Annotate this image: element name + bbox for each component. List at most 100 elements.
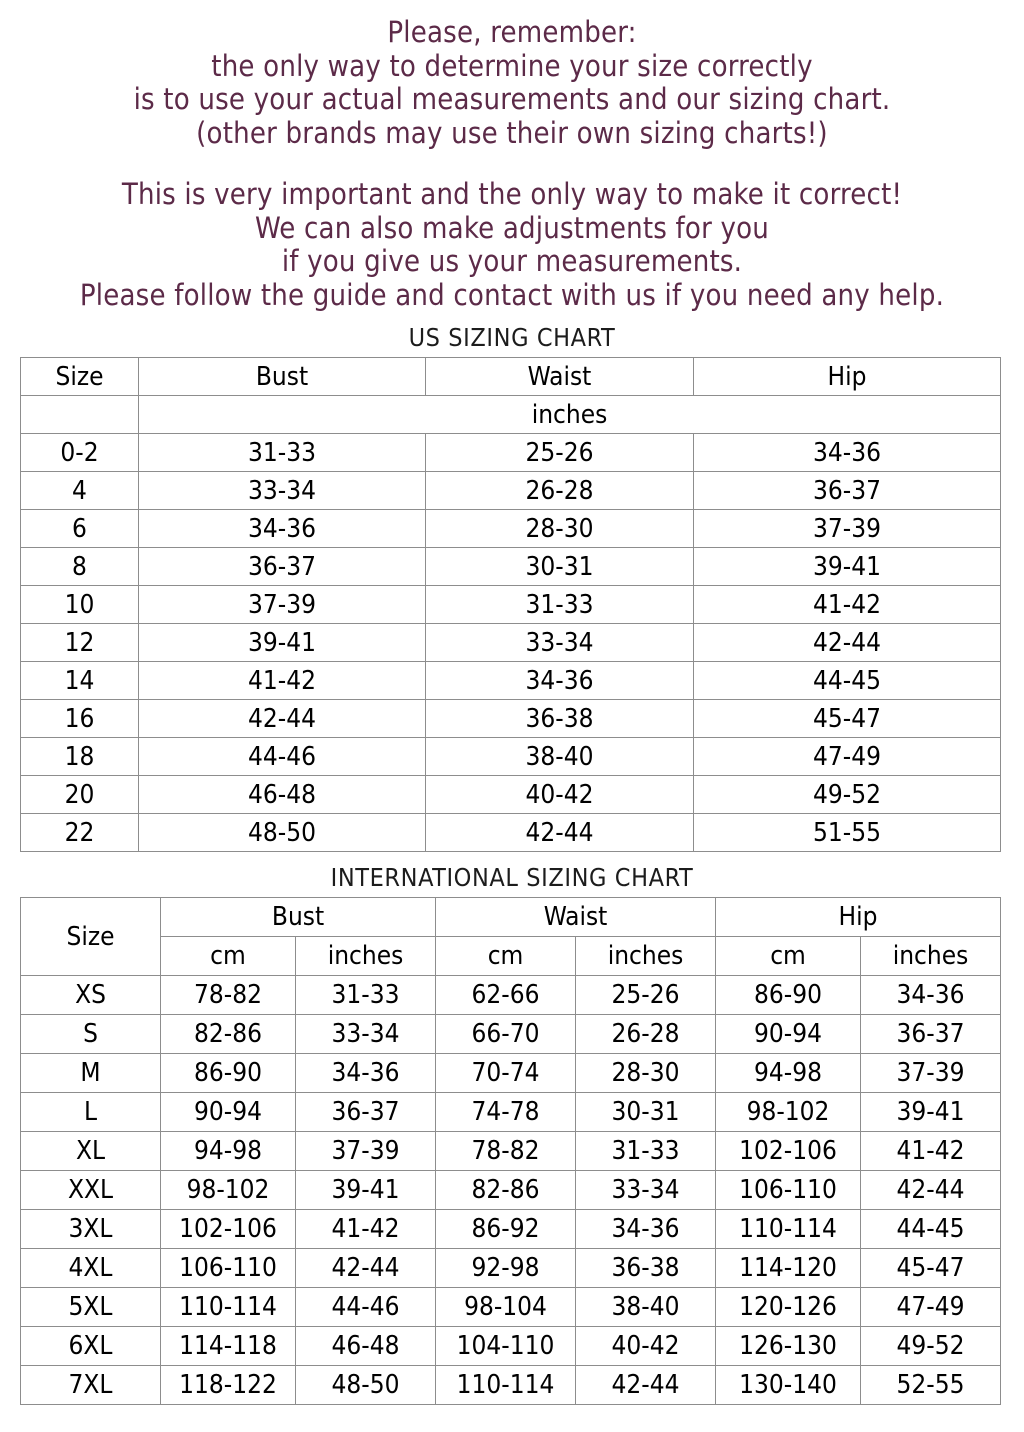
- notice-paragraph-1: Please, remember: the only way to determ…: [0, 15, 1024, 150]
- us-cell-hip: 47-49: [693, 737, 1001, 776]
- notice-block: Please, remember: the only way to determ…: [0, 0, 1024, 312]
- notice-line: We can also make adjustments for you: [254, 210, 770, 245]
- intl-cell-size: XS: [20, 975, 161, 1015]
- intl-cell-bust-inches: 48-50: [294, 1365, 437, 1405]
- intl-cell-hip-inches: 45-47: [860, 1248, 1002, 1288]
- intl-cell-hip-inches: 39-41: [860, 1092, 1002, 1132]
- us-header-row: Size Bust Waist Hip: [20, 357, 1001, 396]
- us-cell-waist: 42-44: [425, 813, 694, 852]
- intl-cell-waist-cm: 86-92: [435, 1209, 577, 1249]
- us-cell-hip: 41-42: [693, 585, 1001, 624]
- intl-col-size: Size: [20, 897, 161, 976]
- us-cell-size: 20: [20, 775, 139, 814]
- intl-cell-waist-cm: 66-70: [435, 1014, 577, 1054]
- us-cell-hip: 51-55: [693, 813, 1001, 852]
- intl-col-hip: Hip: [715, 897, 1002, 937]
- intl-cell-size: XL: [20, 1131, 161, 1171]
- intl-cell-bust-inches: 36-37: [294, 1092, 437, 1132]
- intl-cell-waist-inches: 26-28: [575, 1014, 717, 1054]
- intl-cell-hip-inches: 44-45: [860, 1209, 1002, 1249]
- intl-cell-waist-inches: 38-40: [575, 1287, 717, 1327]
- intl-cell-bust-cm: 94-98: [160, 1131, 296, 1171]
- intl-cell-bust-cm: 118-122: [160, 1365, 296, 1405]
- us-col-bust: Bust: [138, 357, 426, 396]
- intl-cell-hip-inches: 34-36: [860, 975, 1002, 1015]
- us-table-body: 0-2 31-33 25-26 34-36 4 33-34 26-28 36-37 6 34-36…: [20, 433, 1001, 852]
- us-unit-blank: [20, 395, 139, 434]
- us-cell-bust: 41-42: [138, 661, 426, 700]
- intl-cell-bust-cm: 114-118: [160, 1326, 296, 1366]
- notice-line: is to use your actual measurements and o…: [133, 82, 891, 116]
- us-cell-hip: 44-45: [693, 661, 1001, 700]
- intl-cell-hip-cm: 98-102: [715, 1092, 862, 1132]
- us-cell-bust: 46-48: [138, 775, 426, 814]
- intl-cell-hip-inches: 42-44: [860, 1170, 1002, 1210]
- intl-subheader-row: cm inches cm inches cm inches: [21, 936, 1002, 976]
- intl-subcol-waist-cm: cm: [435, 936, 577, 976]
- us-cell-size: 14: [20, 661, 139, 700]
- intl-cell-hip-cm: 114-120: [715, 1248, 862, 1288]
- us-cell-bust: 33-34: [138, 471, 426, 510]
- intl-cell-waist-inches: 36-38: [575, 1248, 717, 1288]
- us-col-hip: Hip: [693, 357, 1001, 396]
- intl-cell-bust-cm: 78-82: [160, 975, 296, 1015]
- us-cell-hip: 34-36: [693, 433, 1001, 472]
- intl-subcol-waist-inches: inches: [575, 936, 717, 976]
- intl-subcol-hip-cm: cm: [715, 936, 862, 976]
- intl-cell-bust-inches: 41-42: [294, 1209, 437, 1249]
- notice-line: (other brands may use their own sizing c…: [196, 115, 828, 150]
- us-col-waist: Waist: [425, 357, 694, 396]
- us-cell-waist: 36-38: [425, 699, 694, 738]
- us-cell-bust: 48-50: [138, 813, 426, 852]
- table-row: S 82-86 33-34 66-70 26-28 90-94 36-37: [20, 1014, 1002, 1054]
- notice-paragraph-2: This is very important and the only way …: [0, 177, 1024, 312]
- intl-cell-hip-inches: 49-52: [860, 1326, 1002, 1366]
- intl-cell-hip-cm: 126-130: [715, 1326, 862, 1366]
- us-cell-bust: 37-39: [138, 585, 426, 624]
- intl-cell-size: M: [20, 1053, 161, 1093]
- intl-cell-size: 6XL: [20, 1326, 161, 1366]
- us-chart-title: US SIZING CHART: [408, 323, 616, 352]
- intl-cell-bust-inches: 33-34: [294, 1014, 437, 1054]
- intl-subcol-hip-inches: inches: [860, 936, 1002, 976]
- us-cell-size: 0-2: [20, 433, 139, 472]
- table-row: M 86-90 34-36 70-74 28-30 94-98 37-39: [20, 1053, 1002, 1093]
- intl-cell-waist-inches: 25-26: [575, 975, 717, 1015]
- intl-cell-hip-cm: 90-94: [715, 1014, 862, 1054]
- intl-cell-bust-cm: 82-86: [160, 1014, 296, 1054]
- intl-cell-waist-inches: 40-42: [575, 1326, 717, 1366]
- table-row: 14 41-42 34-36 44-45: [20, 661, 1001, 700]
- us-cell-bust: 44-46: [138, 737, 426, 776]
- intl-cell-hip-cm: 86-90: [715, 975, 862, 1015]
- intl-cell-hip-inches: 37-39: [860, 1053, 1002, 1093]
- intl-cell-hip-cm: 130-140: [715, 1365, 862, 1405]
- table-row: 6XL 114-118 46-48 104-110 40-42 126-130 49-52: [20, 1326, 1002, 1366]
- intl-cell-size: XXL: [20, 1170, 161, 1210]
- intl-col-waist: Waist: [435, 897, 717, 937]
- intl-cell-waist-inches: 28-30: [575, 1053, 717, 1093]
- us-cell-size: 8: [20, 547, 139, 586]
- us-cell-hip: 37-39: [693, 509, 1001, 548]
- intl-col-bust: Bust: [159, 897, 437, 937]
- intl-cell-bust-cm: 86-90: [160, 1053, 296, 1093]
- us-cell-bust: 31-33: [138, 433, 426, 472]
- intl-cell-bust-inches: 37-39: [294, 1131, 437, 1171]
- table-row: 10 37-39 31-33 41-42: [20, 585, 1001, 624]
- us-cell-size: 18: [20, 737, 139, 776]
- table-row: 3XL 102-106 41-42 86-92 34-36 110-114 44-45: [20, 1209, 1002, 1249]
- us-cell-waist: 30-31: [425, 547, 694, 586]
- intl-cell-size: 7XL: [20, 1365, 161, 1405]
- intl-table-body: XS 78-82 31-33 62-66 25-26 86-90 34-36 S 82-86 33…: [20, 975, 1002, 1405]
- us-cell-waist: 31-33: [425, 585, 694, 624]
- notice-line: This is very important and the only way …: [121, 177, 903, 211]
- table-row: XL 94-98 37-39 78-82 31-33 102-106 41-42: [20, 1131, 1002, 1171]
- intl-cell-bust-inches: 46-48: [294, 1326, 437, 1366]
- table-row: 6 34-36 28-30 37-39: [20, 509, 1001, 548]
- us-cell-hip: 45-47: [693, 699, 1001, 738]
- notice-line: the only way to determine your size corr…: [211, 48, 813, 83]
- intl-cell-bust-cm: 98-102: [160, 1170, 296, 1210]
- intl-cell-hip-inches: 36-37: [860, 1014, 1002, 1054]
- us-cell-hip: 49-52: [693, 775, 1001, 814]
- table-row: L 90-94 36-37 74-78 30-31 98-102 39-41: [20, 1092, 1002, 1132]
- table-row: 12 39-41 33-34 42-44: [20, 623, 1001, 662]
